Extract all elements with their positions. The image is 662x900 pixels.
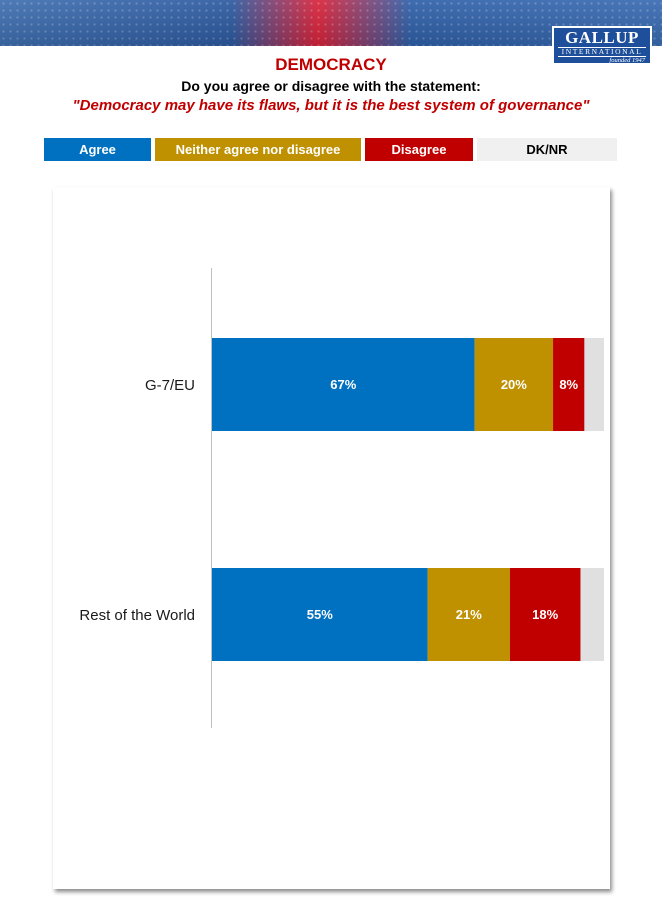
question-text: Do you agree or disagree with the statem… bbox=[181, 78, 481, 94]
legend-disagree: Disagree bbox=[365, 138, 473, 161]
legend-agree: Agree bbox=[44, 138, 151, 161]
chart-panel bbox=[53, 187, 610, 889]
bar-agree-1 bbox=[212, 338, 475, 431]
bar-disagree-1 bbox=[553, 338, 585, 431]
data-label-disagree-2: 18% bbox=[532, 607, 558, 622]
data-label-agree-2: 55% bbox=[307, 607, 333, 622]
header-banner bbox=[0, 0, 662, 46]
legend-neither: Neither agree nor disagree bbox=[155, 138, 361, 161]
bar-neither-1 bbox=[474, 338, 554, 431]
data-label-neither-2: 21% bbox=[456, 607, 482, 622]
data-label-agree-1: 67% bbox=[330, 377, 356, 392]
gallup-international-logo: GALLUP INTERNATIONAL founded 1947 bbox=[552, 26, 652, 65]
world-map-pattern bbox=[0, 0, 662, 46]
data-label-disagree-1: 8% bbox=[559, 377, 578, 392]
statement-text: "Democracy may have its flaws, but it is… bbox=[72, 97, 590, 114]
category-label-1: G-7/EU bbox=[145, 377, 195, 394]
category-label-2: Rest of the World bbox=[79, 607, 195, 624]
data-label-neither-1: 20% bbox=[501, 377, 527, 392]
legend-dknr: DK/NR bbox=[477, 138, 617, 161]
bar-dknr-1 bbox=[584, 338, 604, 431]
bar-neither-2 bbox=[427, 568, 510, 661]
bar-agree-2 bbox=[212, 568, 428, 661]
page-title: DEMOCRACY bbox=[275, 55, 387, 74]
bar-dknr-2 bbox=[580, 568, 604, 661]
bar-disagree-2 bbox=[509, 568, 581, 661]
